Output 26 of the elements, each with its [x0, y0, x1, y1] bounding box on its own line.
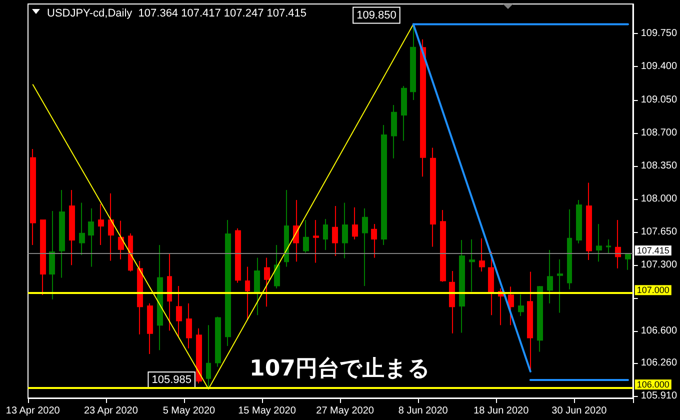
x-tick-label: 27 May 2020	[316, 406, 374, 416]
y-tick-label: 107.300	[640, 259, 678, 270]
data-label: 109.850	[356, 9, 396, 22]
x-tick-label: 13 Apr 2020	[6, 406, 60, 416]
chart-title: USDJPY-cd,Daily 107.364 107.417 107.247 107.415	[47, 8, 307, 20]
y-tick-label: 109.750	[640, 28, 678, 40]
y-tick-label: 109.050	[640, 94, 678, 106]
y-tick-label: 106.260	[640, 357, 678, 368]
x-tick-label: 30 Jun 2020	[552, 406, 608, 416]
y-tick-label: 106.600	[640, 325, 678, 336]
ref-line-label: 107.000	[636, 285, 670, 296]
y-tick-label: 108.700	[640, 127, 678, 138]
y-tick-label: 105.910	[640, 390, 678, 402]
y-tick-label: 108.350	[640, 160, 678, 172]
y-tick-label: 109.400	[640, 61, 678, 72]
x-tick-label: 18 Jun 2020	[474, 406, 530, 416]
x-tick-label: 8 Jun 2020	[398, 406, 448, 416]
x-tick-label: 5 May 2020	[162, 406, 216, 416]
ref-line-label: 106.000	[636, 380, 670, 390]
annotation: 107円台で止まる	[250, 356, 430, 382]
x-tick-label: 15 May 2020	[238, 406, 296, 416]
x-tick-label: 23 Apr 2020	[84, 406, 138, 416]
y-tick-label: 107.650	[640, 226, 678, 238]
ref-line-label: 107.415	[636, 246, 670, 256]
data-label: 105.985	[152, 374, 192, 386]
y-tick-label: 108.000	[640, 193, 678, 204]
